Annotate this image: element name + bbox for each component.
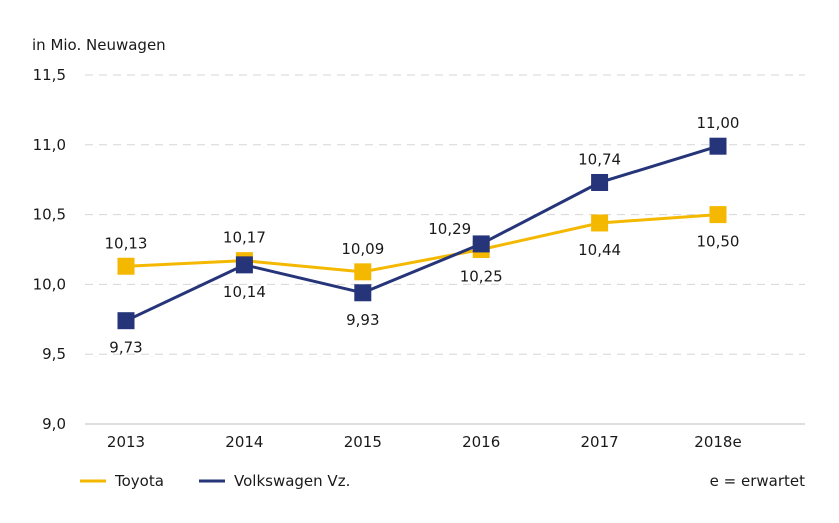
data-label-volkswagen: 11,00 (697, 114, 740, 132)
x-axis-ticks: 2013 2014 2015 2016 2017 2018e (107, 433, 742, 451)
y-tick-label: 10,0 (33, 275, 66, 293)
data-point-toyota (354, 263, 372, 281)
data-label-volkswagen: 10,14 (223, 283, 266, 301)
x-tick-label: 2016 (462, 433, 500, 451)
data-label-volkswagen: 9,73 (109, 339, 142, 357)
x-tick-label: 2015 (344, 433, 382, 451)
data-label-volkswagen: 9,93 (346, 311, 379, 329)
data-point-toyota (709, 206, 727, 224)
series-layer (117, 137, 727, 330)
data-point-volkswagen (709, 137, 727, 155)
y-tick-label: 9,0 (42, 415, 66, 433)
data-point-volkswagen (472, 235, 490, 253)
data-label-volkswagen: 10,29 (428, 220, 471, 238)
data-point-volkswagen (235, 256, 253, 274)
series-line-volkswagen (125, 144, 719, 323)
legend: Toyota Volkswagen Vz. (80, 472, 350, 490)
data-label-toyota: 10,44 (578, 241, 621, 259)
x-tick-label: 2013 (107, 433, 145, 451)
data-label-toyota: 10,09 (341, 240, 384, 258)
data-point-volkswagen (117, 312, 135, 330)
x-tick-label: 2017 (581, 433, 619, 451)
y-tick-label: 10,5 (33, 206, 66, 224)
x-tick-label: 2014 (225, 433, 263, 451)
data-labels: 10,13 10,17 10,09 10,25 10,44 10,50 9,73 10,14 9… (105, 114, 740, 357)
data-point-volkswagen (591, 173, 609, 191)
expected-note: e = erwartet (710, 472, 805, 490)
data-label-volkswagen: 10,74 (578, 150, 621, 168)
data-label-toyota: 10,25 (460, 268, 503, 286)
data-point-volkswagen (354, 284, 372, 302)
legend-label-toyota: Toyota (114, 472, 164, 490)
data-label-toyota: 10,50 (697, 233, 740, 251)
y-tick-label: 11,5 (33, 66, 66, 84)
x-tick-label: 2018e (694, 433, 741, 451)
y-axis-unit-label: in Mio. Neuwagen (32, 36, 166, 54)
data-label-toyota: 10,17 (223, 229, 266, 247)
y-tick-label: 11,0 (33, 136, 66, 154)
data-point-toyota (591, 214, 609, 232)
data-label-toyota: 10,13 (105, 234, 148, 252)
y-axis-ticks: 9,0 9,5 10,0 10,5 11,0 11,5 (33, 66, 66, 433)
data-point-toyota (117, 257, 135, 275)
y-tick-label: 9,5 (42, 345, 66, 363)
series-line-toyota (125, 213, 719, 274)
legend-label-volkswagen: Volkswagen Vz. (234, 472, 350, 490)
